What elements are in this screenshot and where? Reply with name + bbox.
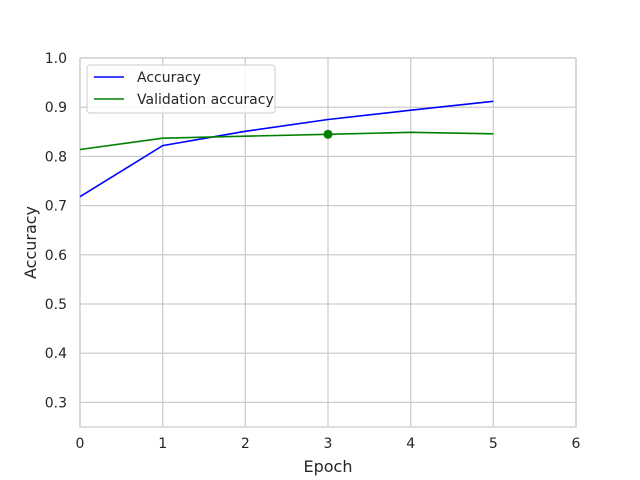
plot-area-frame [79,57,577,428]
y-tick-label: 1.0 [45,51,67,67]
x-axis-label: Epoch [304,457,353,476]
x-tick-label: 5 [489,436,498,452]
x-tick-label: 1 [158,436,167,452]
y-tick-label: 0.6 [45,248,67,264]
x-tick-label: 0 [76,436,85,452]
y-tick-label: 0.4 [45,346,67,362]
y-tick-label: 0.5 [45,297,67,313]
series-line-1 [79,131,494,151]
y-tick-label: 0.8 [45,149,67,165]
series-line-0 [79,100,494,198]
legend: Accuracy Validation accuracy [86,64,276,114]
legend-label: Validation accuracy [137,92,274,108]
x-tick-label: 3 [324,436,333,452]
series-layer [79,100,494,198]
y-tick-label: 0.9 [45,100,67,116]
legend-frame [86,64,276,114]
y-tick-label: 0.3 [45,395,67,411]
y-axis-label: Accuracy [21,206,40,279]
x-tick-label: 6 [572,436,581,452]
x-tick-label: 2 [241,436,250,452]
y-tick-label: 0.7 [45,199,67,215]
tick-labels: 0 1 2 3 4 5 6 0.3 0.4 0.5 0.6 0.7 0.8 0.9 1.0 [45,51,581,452]
x-tick-label: 4 [406,436,415,452]
grid [79,57,577,427]
legend-label: Accuracy [137,70,201,86]
highlight-marker [323,129,333,139]
